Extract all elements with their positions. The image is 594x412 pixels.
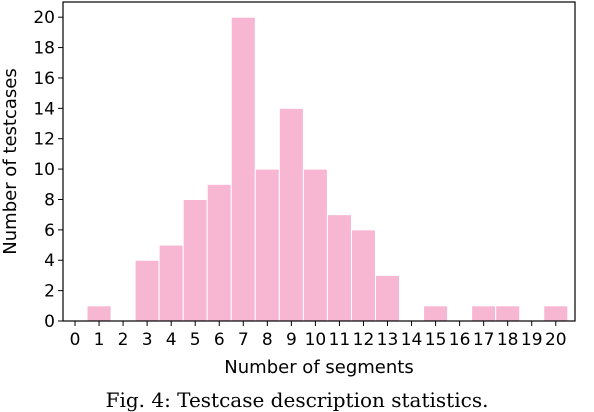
x-tick-label: 2 xyxy=(118,330,129,350)
x-tick-label: 3 xyxy=(142,330,153,350)
bar-10 xyxy=(302,168,328,322)
x-tick-label: 11 xyxy=(329,330,351,350)
x-tick-label: 13 xyxy=(377,330,399,350)
y-tick-label: 10 xyxy=(33,160,55,180)
x-tick-label: 17 xyxy=(473,330,495,350)
bar-1 xyxy=(86,305,112,322)
bar-5 xyxy=(182,198,208,322)
x-tick-label: 1 xyxy=(94,330,105,350)
x-tick-label: 5 xyxy=(190,330,201,350)
x-tick-label: 6 xyxy=(214,330,225,350)
bar-8 xyxy=(254,168,280,322)
bar-6 xyxy=(206,183,232,322)
y-axis-label: Number of testcases xyxy=(0,68,21,254)
x-tick-label: 16 xyxy=(449,330,471,350)
x-axis-label: Number of segments xyxy=(224,357,413,378)
x-tick-label: 7 xyxy=(238,330,249,350)
bar-18 xyxy=(495,305,521,322)
bar-11 xyxy=(326,214,352,322)
y-tick-label: 12 xyxy=(33,130,55,150)
plot-frame xyxy=(62,1,576,322)
bar-4 xyxy=(158,244,184,322)
y-axis: 0 2 4 6 8 10 12 14 16 18 20 xyxy=(33,8,63,332)
bar-12 xyxy=(350,229,376,322)
y-tick-label: 20 xyxy=(33,8,55,28)
figure-caption: Fig. 4: Testcase description statistics. xyxy=(105,388,489,412)
bar-3 xyxy=(134,259,160,322)
bars-group xyxy=(86,16,569,322)
x-tick-label: 0 xyxy=(70,330,81,350)
x-tick-label: 14 xyxy=(401,330,423,350)
y-tick-label: 14 xyxy=(33,99,55,119)
x-tick-label: 4 xyxy=(166,330,177,350)
y-tick-label: 0 xyxy=(44,312,55,332)
x-axis: 0 1 2 3 4 5 6 7 8 9 10 11 12 13 14 15 16 17 18 19 20 xyxy=(70,321,567,350)
bar-7 xyxy=(230,16,256,322)
y-tick-label: 8 xyxy=(44,190,55,210)
y-tick-label: 18 xyxy=(33,39,55,59)
y-tick-label: 2 xyxy=(44,282,55,302)
x-tick-label: 12 xyxy=(353,330,375,350)
x-tick-label: 18 xyxy=(497,330,519,350)
y-tick-label: 4 xyxy=(44,251,55,271)
bar-13 xyxy=(374,274,401,322)
bar-20 xyxy=(543,305,569,322)
x-tick-label: 19 xyxy=(521,330,543,350)
y-tick-label: 6 xyxy=(44,221,55,241)
x-tick-label: 20 xyxy=(545,330,567,350)
x-tick-label: 9 xyxy=(286,330,297,350)
x-tick-label: 15 xyxy=(425,330,447,350)
bar-9 xyxy=(278,107,304,322)
bar-17 xyxy=(471,305,497,322)
x-tick-label: 10 xyxy=(305,330,327,350)
y-tick-label: 16 xyxy=(33,69,55,89)
x-tick-label: 8 xyxy=(262,330,273,350)
bar-15 xyxy=(423,305,449,322)
